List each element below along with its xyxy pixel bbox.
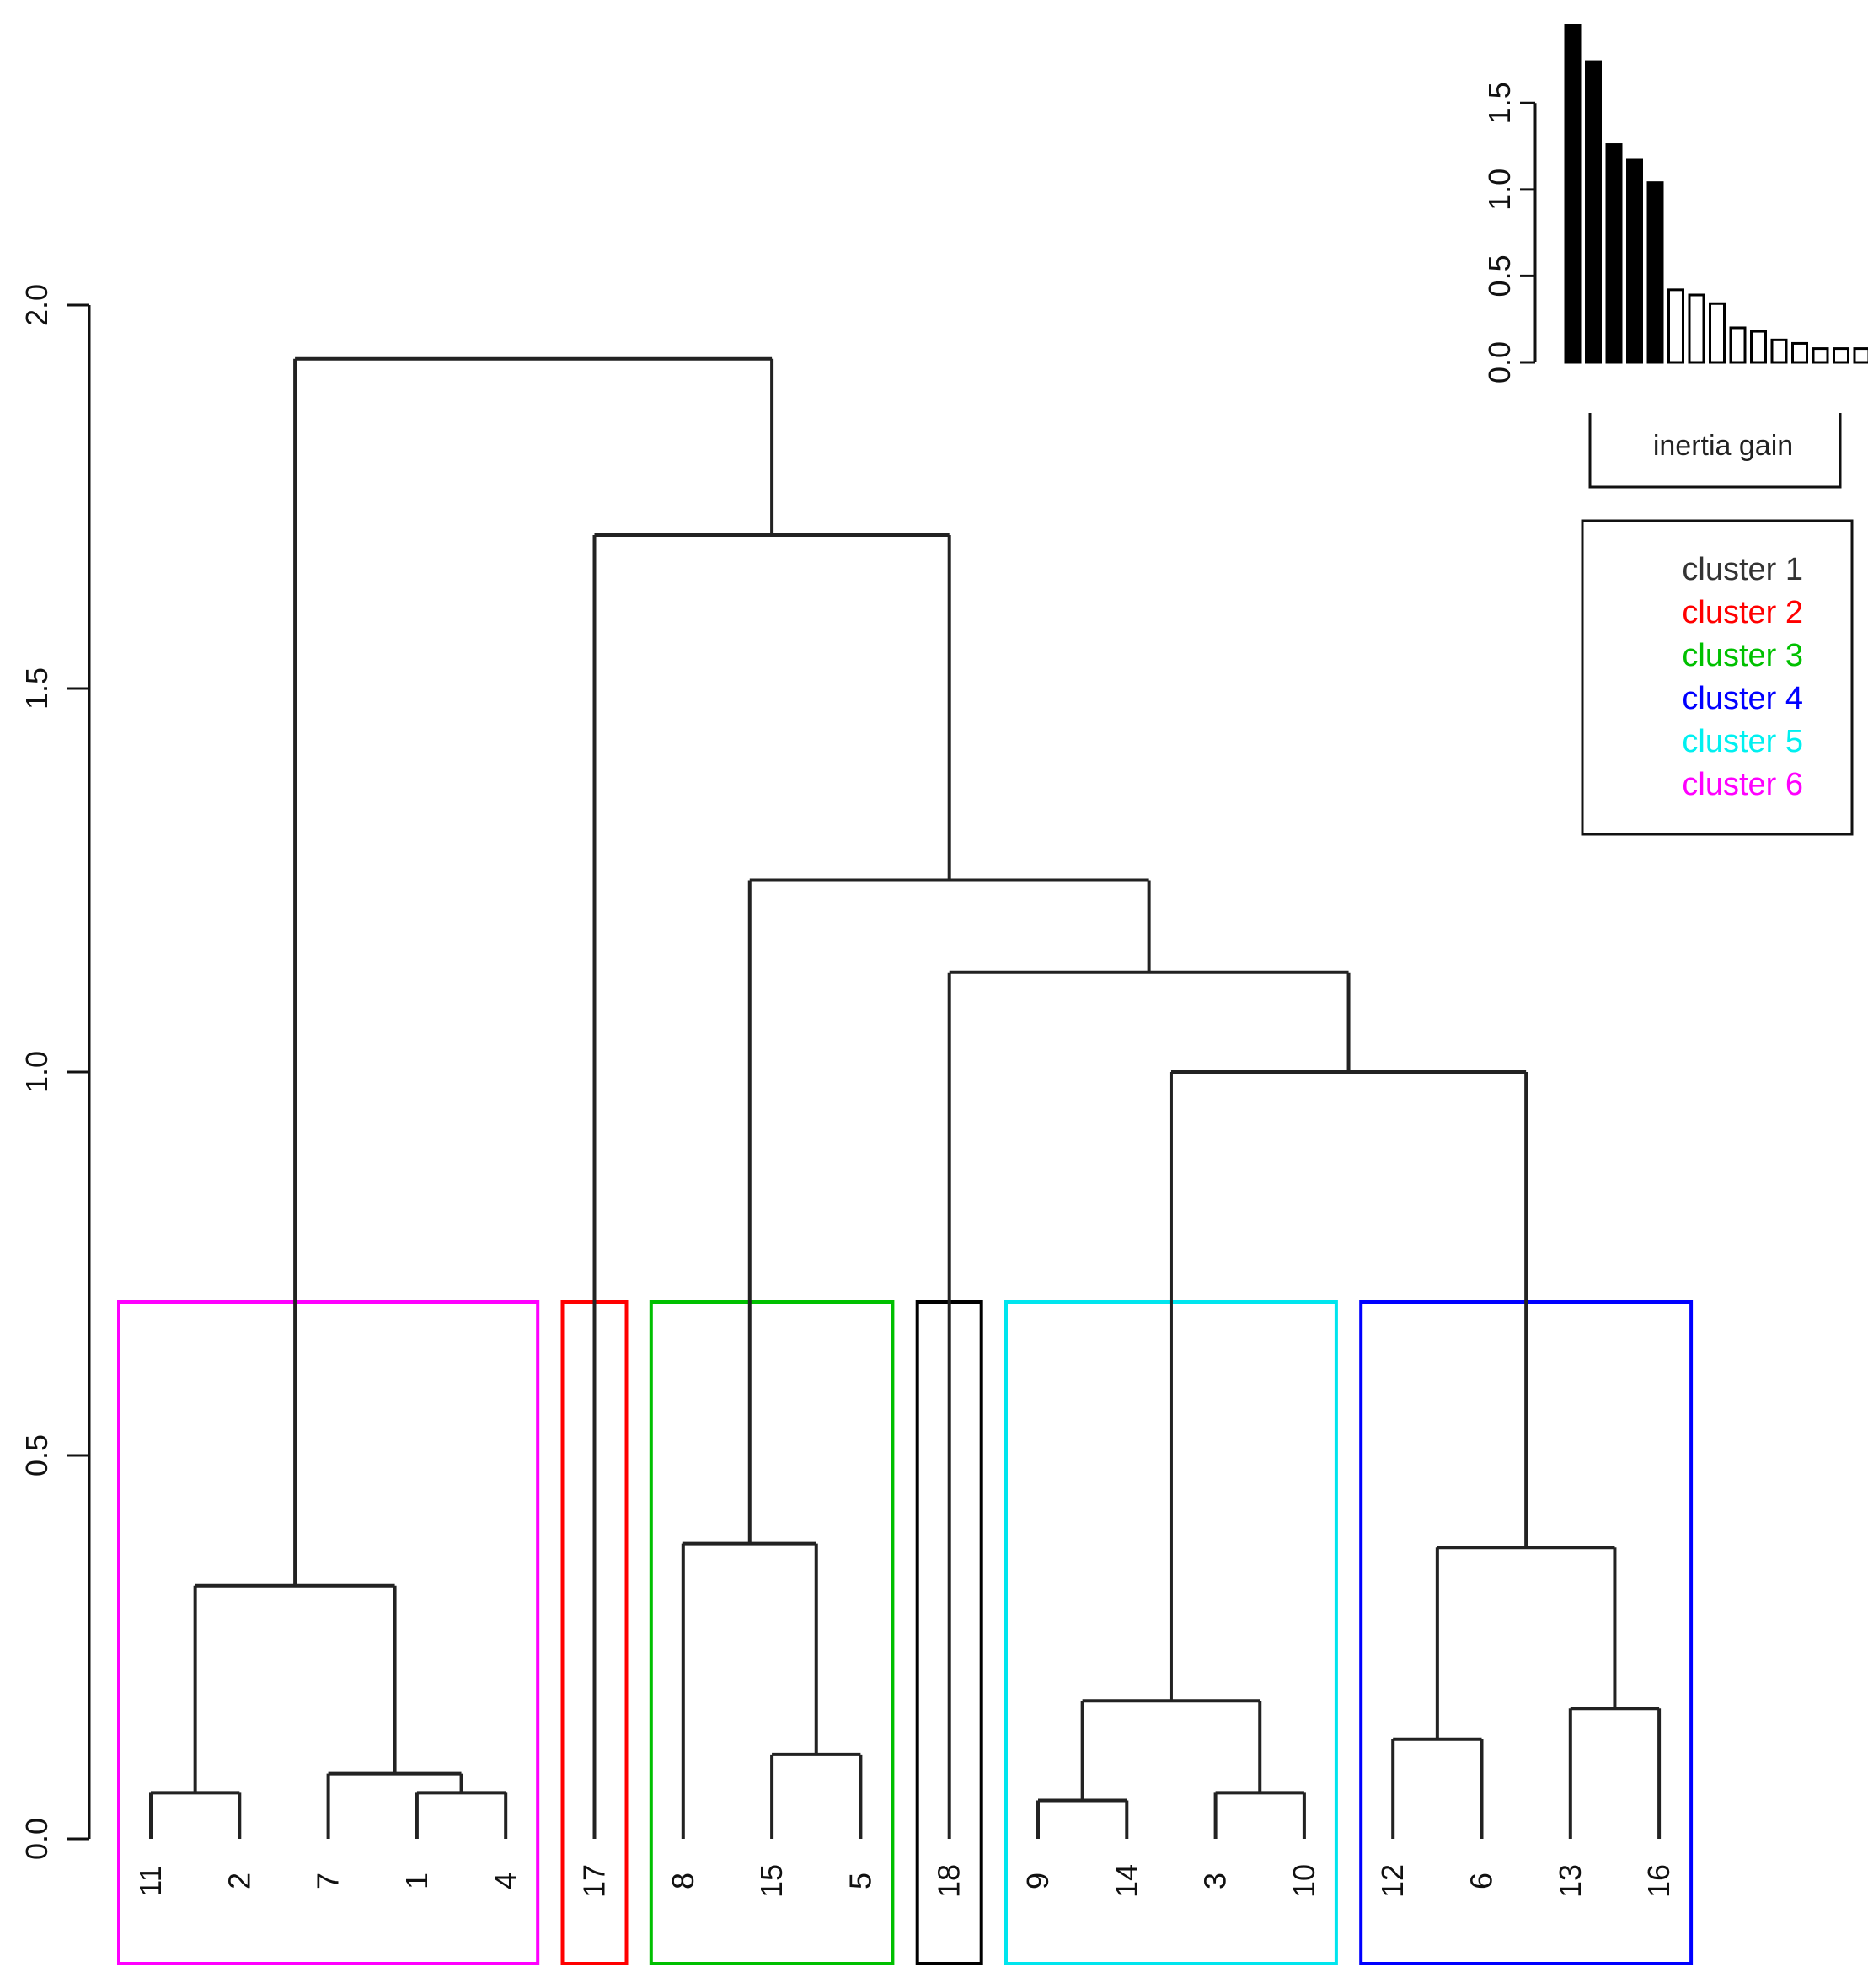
inertia-bar (1626, 158, 1643, 364)
leaf-label: 7 (311, 1873, 345, 1889)
legend-entry: cluster 2 (1682, 595, 1803, 630)
inertia-bar (1646, 181, 1664, 364)
inertia-bar (1853, 347, 1868, 364)
inertia-bar (1812, 347, 1829, 364)
inertia-bar (1770, 338, 1788, 364)
leaf-label: 6 (1464, 1873, 1499, 1889)
inertia-bar (1564, 24, 1582, 364)
legend-entry: cluster 5 (1682, 724, 1803, 759)
inertia-bar (1709, 302, 1726, 364)
inertia-gain-label: inertia gain (1653, 430, 1793, 462)
cluster-box (117, 1300, 540, 1965)
leaf-label: 12 (1375, 1864, 1410, 1898)
legend-entry: cluster 1 (1682, 552, 1803, 587)
cluster-box (649, 1300, 895, 1965)
inertia-bar (1667, 288, 1684, 364)
legend-entry: cluster 6 (1682, 767, 1803, 802)
y-tick-label: 1.5 (19, 667, 54, 710)
y-tick-label: 0.0 (19, 1818, 54, 1860)
leaf-label: 13 (1553, 1864, 1587, 1898)
inset-y-tick-label: 0.0 (1482, 341, 1517, 383)
inertia-gain-inset: 0.0 0.5 1.0 1.5 inertia gain (1482, 24, 1868, 489)
leaf-label: 9 (1020, 1873, 1055, 1889)
inset-y-tick-label: 1.0 (1482, 169, 1517, 211)
y-tick-label: 1.0 (19, 1051, 54, 1093)
leaf-label: 15 (754, 1864, 789, 1898)
leaf-labels: 11 2 7 1 4 17 8 15 5 18 9 14 3 10 12 6 13 16 (133, 1864, 1676, 1898)
leaf-label: 2 (222, 1873, 256, 1889)
inertia-bar (1729, 326, 1747, 364)
leaf-label: 5 (843, 1873, 877, 1889)
legend-entry: cluster 3 (1682, 638, 1803, 673)
legend: cluster 1 cluster 2 cluster 3 cluster 4 clus… (1581, 519, 1854, 836)
inset-y-tick-label: 1.5 (1482, 82, 1517, 124)
dendrogram-tree (149, 356, 1662, 1839)
inertia-bar (1750, 330, 1767, 364)
y-tick-label: 0.5 (19, 1434, 54, 1476)
inertia-label-bracket (1588, 413, 1842, 489)
leaf-label: 18 (932, 1864, 966, 1898)
leaf-label: 14 (1109, 1864, 1143, 1898)
leaf-label: 17 (577, 1864, 612, 1898)
leaf-label: 11 (133, 1865, 168, 1896)
inset-y-tick-label: 0.5 (1482, 255, 1517, 297)
y-tick-label: 2.0 (19, 284, 54, 326)
inertia-bar (1791, 341, 1808, 364)
legend-entry: cluster 4 (1682, 681, 1803, 716)
leaf-label: 10 (1287, 1864, 1321, 1898)
inertia-bar (1688, 293, 1705, 364)
cluster-boxes (117, 1300, 1694, 1965)
inertia-bar (1833, 347, 1849, 364)
legend-box (1581, 519, 1854, 836)
leaf-label: 8 (666, 1873, 700, 1889)
leaf-label: 16 (1641, 1864, 1676, 1898)
leaf-label: 3 (1198, 1873, 1233, 1889)
inertia-bar (1605, 143, 1623, 364)
leaf-label: 1 (399, 1873, 434, 1889)
inertia-bar (1585, 60, 1602, 364)
leaf-label: 4 (488, 1873, 522, 1889)
y-axis: 0.0 0.5 1.0 1.5 2.0 (19, 284, 91, 1860)
